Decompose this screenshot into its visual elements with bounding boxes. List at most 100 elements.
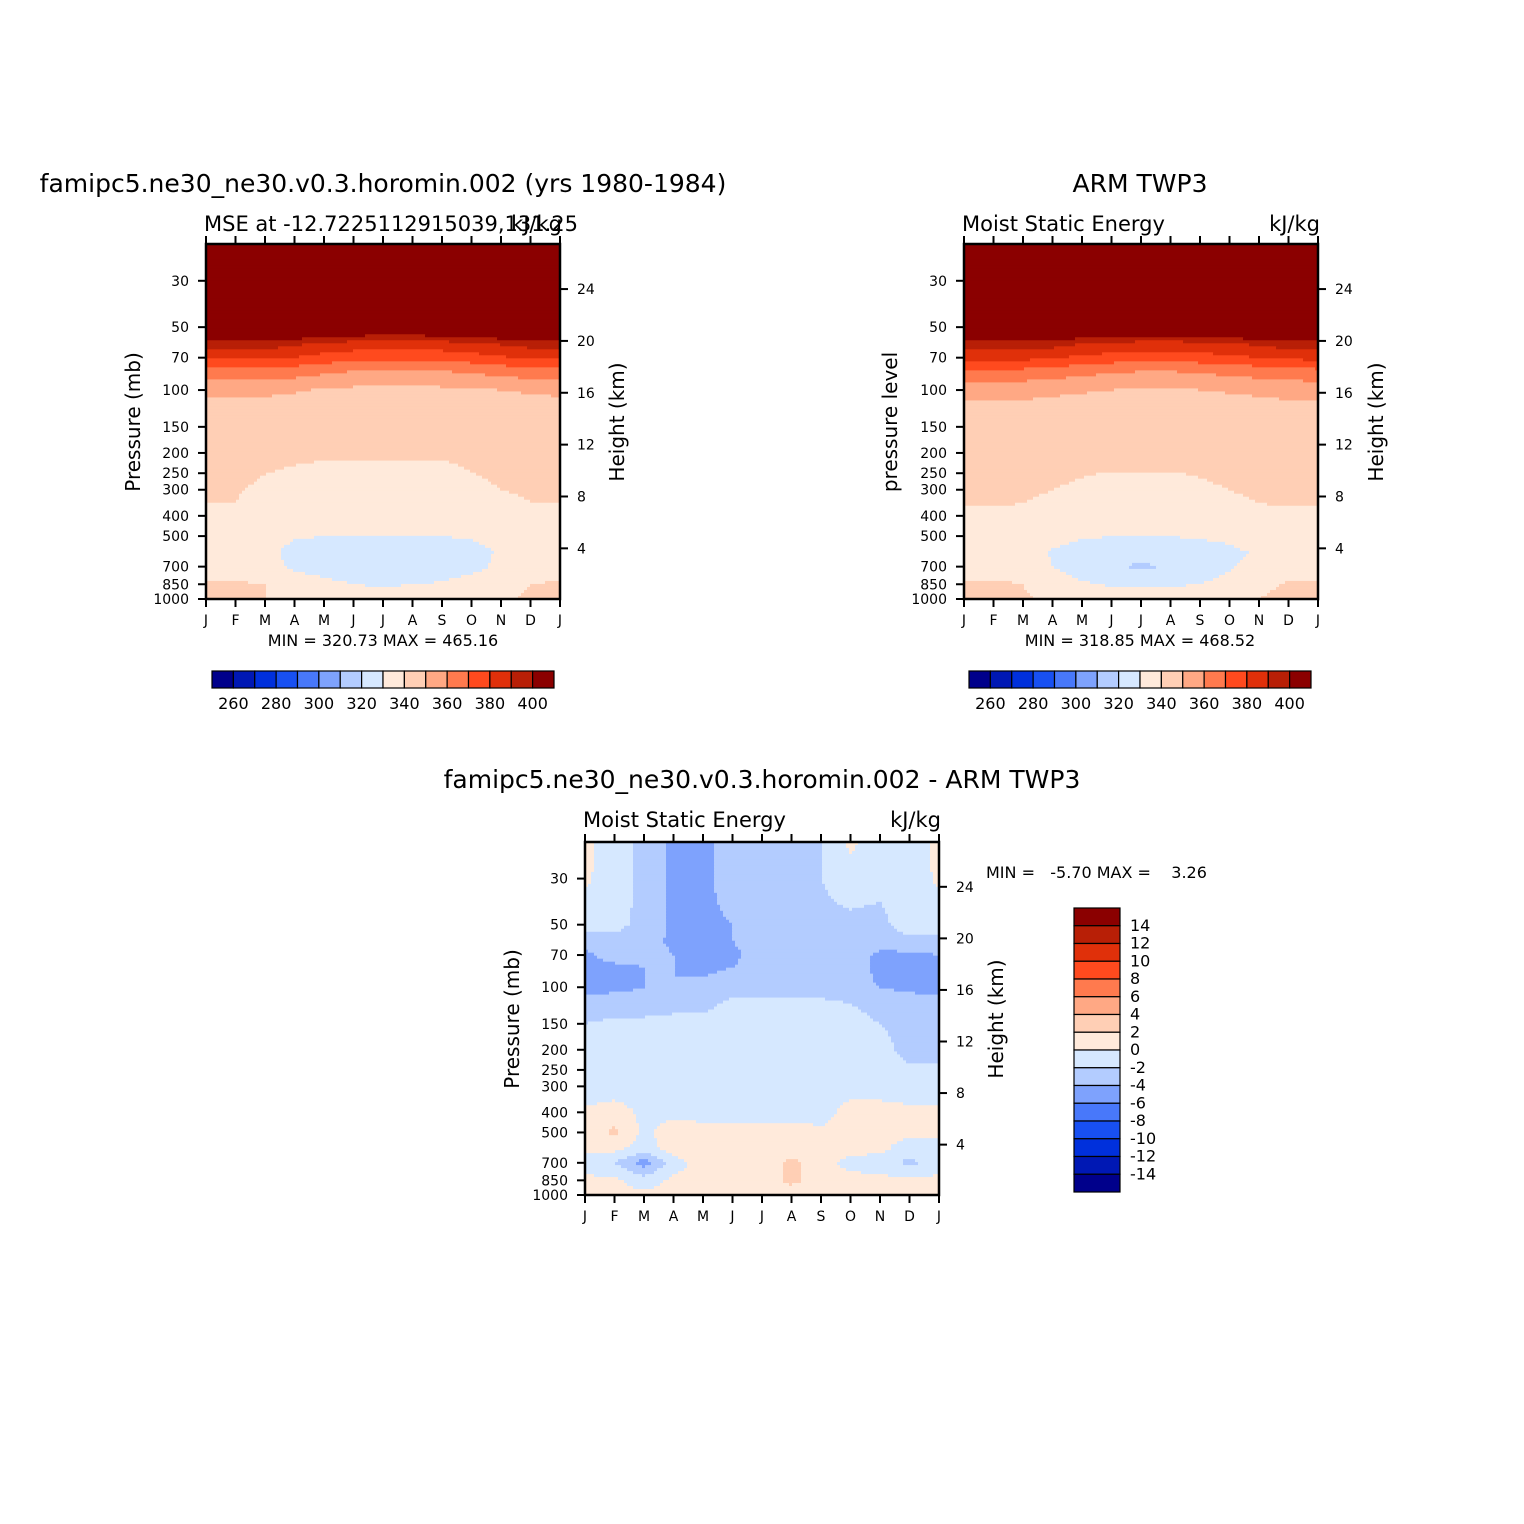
y-tick-label: 850 <box>541 1173 568 1189</box>
contour-cell <box>903 1138 939 1142</box>
contour-cell <box>206 580 249 585</box>
contour-cell <box>281 547 492 552</box>
contour-cell <box>585 1027 886 1032</box>
contour-cell <box>452 370 560 374</box>
contour-cell <box>585 898 634 903</box>
colorbar-label: 10 <box>1130 951 1150 970</box>
contour-cell <box>636 1114 835 1118</box>
contour-cell <box>855 847 931 852</box>
contour-cell <box>666 844 715 849</box>
colorbar-label: 400 <box>517 694 548 713</box>
contour-cell <box>822 880 934 885</box>
contour-cell <box>888 1174 934 1178</box>
contour-cell <box>1198 388 1318 393</box>
contour-cell <box>630 1144 658 1148</box>
contour-cell <box>206 394 273 399</box>
contour-cell <box>302 343 501 347</box>
contour-cell <box>353 385 441 390</box>
contour-cell <box>837 1108 939 1112</box>
contour-cell <box>903 931 939 936</box>
contour-cell <box>585 931 667 936</box>
contour-cell <box>585 842 595 846</box>
contour-cell <box>470 361 560 365</box>
contour-cell <box>609 991 916 996</box>
contour-cell <box>964 550 1049 555</box>
contour-cell <box>964 457 1318 462</box>
contour-cell <box>206 409 560 414</box>
contour-cell <box>633 886 667 891</box>
contour-cell <box>666 892 718 897</box>
contour-cell <box>206 475 261 480</box>
contour-cell <box>206 481 255 486</box>
contour-cell <box>666 910 724 915</box>
contour-cell <box>585 940 664 945</box>
contour-cell <box>633 1171 655 1175</box>
contour-cell <box>488 562 560 567</box>
contour-cell <box>964 247 1318 251</box>
contour-cell <box>903 1159 916 1163</box>
contour-cell <box>314 535 453 540</box>
contour-cell <box>936 883 939 888</box>
contour-cell <box>732 922 892 927</box>
contour-cell <box>1279 583 1318 588</box>
contour-cell <box>822 871 934 876</box>
contour-cell <box>964 367 1025 371</box>
contour-cell <box>648 1159 664 1163</box>
colorbar-label: 8 <box>1130 969 1140 988</box>
contour-cell <box>615 1099 850 1103</box>
contour-cell <box>660 1183 790 1187</box>
contour-cell <box>633 904 667 909</box>
contour-cell <box>585 1012 673 1017</box>
contour-cell <box>1234 565 1318 570</box>
contour-cell <box>497 388 560 393</box>
contour-cell <box>332 361 471 365</box>
contour-cell <box>964 316 1318 320</box>
contour-cell <box>621 1165 643 1169</box>
colorbar-label: 360 <box>432 694 463 713</box>
contour-cell <box>714 1006 859 1011</box>
contour-cell <box>897 928 939 933</box>
contour-cell <box>618 1177 670 1181</box>
contour-cell <box>964 298 1318 302</box>
y-tick-right-label: 16 <box>1335 386 1353 402</box>
y-tick-label: 200 <box>541 1043 568 1059</box>
contour-cell <box>206 277 560 281</box>
contour-cell <box>666 862 715 867</box>
contour-cell <box>645 976 874 981</box>
contour-cell <box>585 973 646 978</box>
contour-cell <box>801 1165 841 1169</box>
contour-cell <box>206 463 297 468</box>
contour-cell <box>585 1114 637 1118</box>
contour-cell <box>888 1030 939 1035</box>
contour-cell <box>672 952 742 957</box>
contour-cell <box>964 424 1318 429</box>
contour-cell <box>885 1150 939 1154</box>
contour-cell <box>206 442 560 447</box>
contour-cell <box>1102 352 1214 356</box>
contour-cell <box>1072 574 1220 579</box>
contour-cell <box>723 913 889 918</box>
contour-cell <box>633 865 667 870</box>
contour-cell <box>585 1084 939 1088</box>
contour-cell <box>964 379 1028 383</box>
contour-cell <box>585 892 634 897</box>
contour-cell <box>964 430 1318 435</box>
contour-cell <box>639 1126 658 1130</box>
contour-cell <box>585 970 646 975</box>
contour-cell <box>615 1126 640 1130</box>
contour-cell <box>206 253 560 257</box>
contour-cell <box>964 517 1318 522</box>
contour-cell <box>897 1051 939 1055</box>
colorbar-label: 280 <box>261 694 292 713</box>
contour-cell <box>654 1132 939 1136</box>
contour-cell <box>801 1168 847 1172</box>
colorbar-label: 320 <box>346 694 377 713</box>
colorbar-box <box>532 670 555 689</box>
contour-cell <box>732 931 904 936</box>
contour-cell <box>1198 361 1318 365</box>
contour-cell <box>206 436 560 441</box>
x-tick-label: D <box>904 1209 915 1225</box>
contour-cell <box>266 472 477 477</box>
